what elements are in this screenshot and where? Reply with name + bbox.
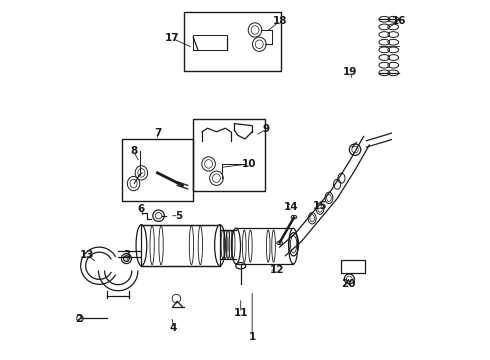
Text: 10: 10 — [241, 159, 256, 169]
Text: 7: 7 — [154, 128, 161, 138]
Bar — [122, 139, 193, 202]
Bar — [184, 12, 281, 71]
Text: 15: 15 — [313, 201, 327, 211]
Text: 6: 6 — [138, 203, 145, 213]
Text: 13: 13 — [80, 250, 95, 260]
Text: 17: 17 — [165, 33, 179, 43]
Text: 11: 11 — [233, 308, 248, 318]
Text: 14: 14 — [284, 202, 299, 212]
Text: 2: 2 — [75, 314, 82, 324]
Bar — [342, 260, 365, 273]
Bar — [193, 119, 265, 191]
Text: 19: 19 — [343, 67, 358, 77]
Text: 8: 8 — [130, 147, 137, 157]
Text: 5: 5 — [175, 211, 183, 221]
Bar — [193, 35, 227, 50]
Text: 4: 4 — [170, 323, 177, 333]
Text: 16: 16 — [392, 16, 406, 26]
Bar — [142, 225, 220, 266]
Text: 9: 9 — [263, 124, 270, 134]
Text: 3: 3 — [123, 250, 131, 260]
Text: 1: 1 — [248, 332, 256, 342]
Text: 20: 20 — [342, 279, 356, 289]
Text: 18: 18 — [273, 16, 287, 26]
Text: 12: 12 — [270, 265, 284, 275]
